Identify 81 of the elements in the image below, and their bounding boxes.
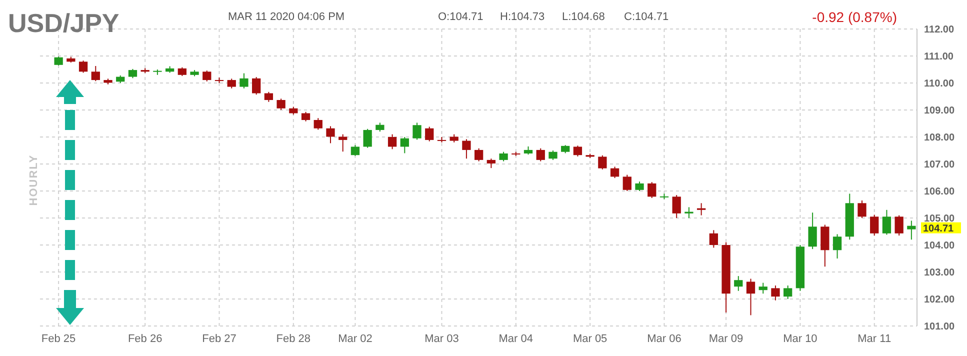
x-tick-label: Mar 02 [338,333,372,345]
candlestick [622,174,632,192]
text: L:104.68 [562,11,605,23]
y-tick-label: 104.00 [924,240,956,252]
y-tick-label: 107.00 [924,160,956,170]
x-tick-label: Feb 28 [276,333,311,345]
candlestick [78,60,88,74]
text: C:104.71 [624,11,669,23]
x-tick-label: Feb 25 [41,333,76,345]
candlestick [462,138,471,160]
y-axis-title: HOURLY [28,154,40,206]
x-tick-label: Feb 26 [128,333,162,345]
candlestick [276,98,286,110]
candlestick [771,285,780,301]
x-tick-label: Mar 03 [424,333,459,345]
candlestick [264,91,274,102]
candlestick [573,145,582,157]
candlestick [202,70,212,82]
candlestick [648,182,656,199]
candlestick [672,194,681,218]
candlestick [536,148,545,162]
candlestick [326,126,335,144]
candlestick [907,220,916,240]
x-tick-label: Mar 06 [647,333,682,345]
candlestick [350,144,360,156]
candlestick [486,158,496,169]
candlestick [832,234,842,259]
candlestick [758,282,768,294]
candlestick [338,134,348,152]
text: O:104.71 [438,11,484,23]
y-tick-label: 105.00 [924,214,956,224]
y-tick-label: 110.00 [924,78,954,90]
candlestick [870,214,879,236]
y-tick-label: 103.00 [924,268,956,278]
candlestick [227,78,236,89]
candlestick [91,65,100,82]
candlestick [684,206,694,218]
candlestick [808,212,817,250]
candlestick [598,154,607,170]
candlestick [882,209,892,236]
y-tick-label: 112.00 [924,24,954,36]
candlestick [858,200,866,218]
candlestick [240,72,248,89]
candlestick [734,276,743,292]
candlestick [610,166,620,179]
candlestick [474,148,484,162]
candlestick [314,118,322,130]
y-tick-label: 109.00 [924,106,956,116]
candlestick [412,122,422,140]
candlestick [252,76,261,96]
x-tick-label: Feb 27 [202,333,236,345]
candlestick [301,111,310,122]
candlestick [499,151,508,162]
candlestick [635,181,644,192]
text: H:104.73 [500,11,545,23]
x-tick-label: Mar 09 [708,333,744,345]
text: MAR 11 2020 04:06 PM [228,11,345,23]
x-tick-label: Mar 10 [783,333,818,345]
y-tick-label: 101.00 [924,322,956,332]
candlestick [548,150,558,160]
candlestick [820,224,830,268]
chart-title: USD/JPY [8,8,120,38]
y-tick-label: 102.00 [924,294,956,306]
x-tick-label: Mar 05 [572,333,608,345]
candlestick [400,136,409,154]
x-tick-label: Mar 11 [858,333,892,345]
candlestick [696,202,706,216]
candlestick [894,214,904,236]
candlestick [425,126,434,142]
candlestick [363,128,372,148]
candlestick [128,68,138,79]
x-tick-label: Mar 04 [498,333,534,345]
text: -0.92 (0.87%) [812,9,897,25]
y-tick-label: 106.00 [924,186,956,198]
candlestick [784,285,792,300]
text: 104.71 [923,223,954,234]
y-tick-label: 111.00 [924,52,954,62]
y-tick-label: 108.00 [924,132,956,144]
candlestick [388,134,397,150]
candlestick [746,278,756,316]
candlestick [709,230,718,248]
